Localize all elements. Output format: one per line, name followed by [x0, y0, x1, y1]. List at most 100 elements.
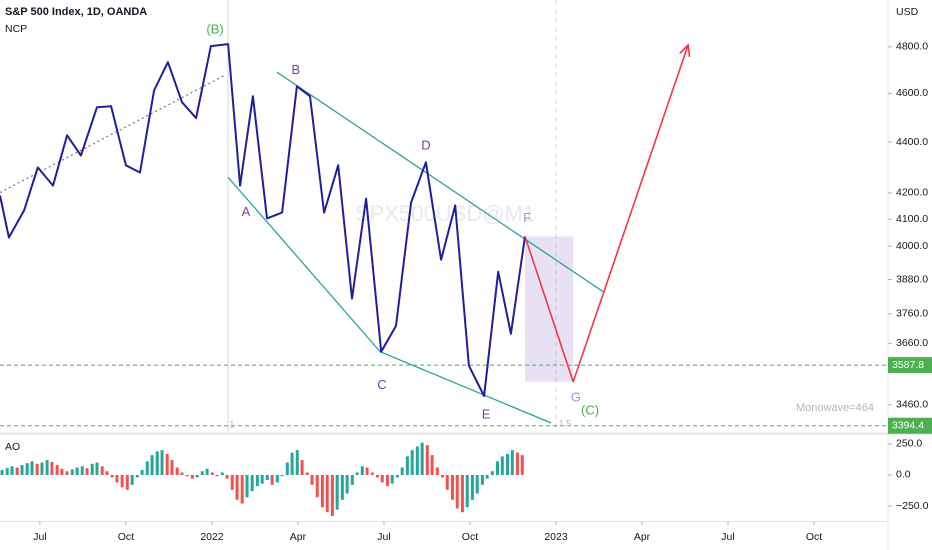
ao-bar: [295, 450, 299, 475]
ao-bar: [100, 466, 104, 475]
wave-label: (C): [581, 403, 599, 418]
ao-bar: [200, 471, 204, 475]
ao-bar: [380, 474, 384, 483]
note: Monowave=464: [796, 402, 874, 414]
y-tick-label: 4000.0: [896, 240, 928, 252]
x-tick-label: Jul: [377, 531, 390, 543]
wave-label: A: [242, 204, 251, 219]
y-tick-label: 3460.0: [896, 399, 928, 411]
ao-bar: [315, 474, 319, 498]
ao-bar: [460, 474, 464, 513]
ao-bar: [195, 474, 199, 478]
y-tick-label: 4400.0: [896, 136, 928, 148]
ao-bar: [175, 467, 179, 475]
ao-bar: [155, 451, 159, 475]
ao-bar: [520, 455, 524, 475]
chart-title: S&P 500 Index, 1D, OANDA: [5, 6, 147, 18]
ao-bar: [395, 474, 399, 478]
ao-bar: [85, 468, 89, 475]
ao-bar: [410, 450, 414, 475]
ao-bar: [165, 453, 169, 475]
ao-bar: [455, 474, 459, 509]
y-axis-label: USD: [896, 6, 919, 18]
indicator-title: AO: [5, 441, 20, 453]
ao-bar: [120, 474, 124, 488]
wave-label: (B): [206, 22, 223, 37]
ao-bar: [400, 467, 404, 475]
ao-bar: [375, 474, 379, 478]
ao-bar: [390, 474, 394, 484]
x-tick-label: Oct: [118, 531, 134, 543]
price-line-series: [524, 44, 689, 383]
price-label-box: [888, 417, 932, 434]
ao-bar: [320, 474, 324, 508]
ao-bar: [25, 463, 29, 475]
x-tick-label: 2023: [544, 531, 568, 543]
ao-bar: [30, 461, 34, 475]
ao-bar: [65, 471, 69, 475]
ao-bar: [505, 453, 509, 475]
ao-bar: [300, 460, 304, 475]
ao-bar: [425, 445, 429, 475]
ao-bar: [45, 460, 49, 475]
trend-line: [379, 351, 552, 424]
ao-bar: [210, 472, 214, 475]
ao-bar: [350, 474, 354, 485]
ao-bar: [130, 474, 134, 485]
ao-bar: [290, 452, 294, 475]
ao-bar: [75, 467, 79, 475]
ao-bar: [475, 474, 479, 494]
ao-bar: [240, 474, 244, 504]
price-label: 3394.4: [892, 420, 924, 432]
ao-bar: [330, 474, 334, 516]
ao-bar: [185, 474, 189, 477]
ao-bar: [90, 463, 94, 475]
ao-bar: [235, 474, 239, 500]
price-label: 3587.8: [892, 359, 924, 371]
ao-bar: [95, 462, 99, 475]
ao-bar: [145, 461, 149, 475]
wave-label: C: [377, 377, 386, 392]
x-tick-label: Jul: [721, 531, 734, 543]
watermark: SPX500USD@M1: [355, 201, 535, 226]
wave-label: G: [571, 389, 581, 404]
ao-bar: [270, 474, 274, 485]
ao-bar: [50, 461, 54, 475]
ao-bar: [340, 474, 344, 500]
x-tick-label: Apr: [634, 531, 651, 543]
ao-bar: [280, 474, 284, 477]
wave-label: 1.5: [559, 418, 572, 428]
price-line-series: [0, 43, 526, 397]
ao-bar: [465, 474, 469, 508]
ao-bar: [40, 462, 44, 475]
ao-bar: [515, 452, 519, 475]
ao-bar: [470, 474, 474, 500]
ao-bar: [275, 474, 279, 483]
ao-bar: [370, 472, 374, 475]
wave-label: B: [292, 62, 301, 77]
ao-bar: [345, 474, 349, 494]
ao-bar: [385, 474, 389, 487]
arrow-head: [679, 43, 691, 57]
wave-label: F: [523, 210, 531, 225]
x-tick-label: 2022: [200, 531, 224, 543]
x-tick-label: Oct: [462, 531, 478, 543]
ao-bar: [205, 468, 209, 475]
ao-bar: [225, 474, 229, 479]
trend-line: [0, 74, 226, 194]
x-tick-label: Jul: [33, 531, 46, 543]
wave-label: 1: [229, 419, 234, 429]
ao-bar: [355, 472, 359, 475]
ao-bar: [0, 470, 4, 475]
ao-bar: [510, 450, 514, 475]
ao-bar: [15, 467, 19, 475]
ao-bar: [180, 472, 184, 475]
ao-bar: [500, 456, 504, 475]
ao-bar: [365, 467, 369, 475]
ao-bar: [135, 474, 139, 478]
ao-bar: [20, 465, 24, 475]
ao-bar: [250, 474, 254, 492]
y-tick-label: 4100.0: [896, 213, 928, 225]
